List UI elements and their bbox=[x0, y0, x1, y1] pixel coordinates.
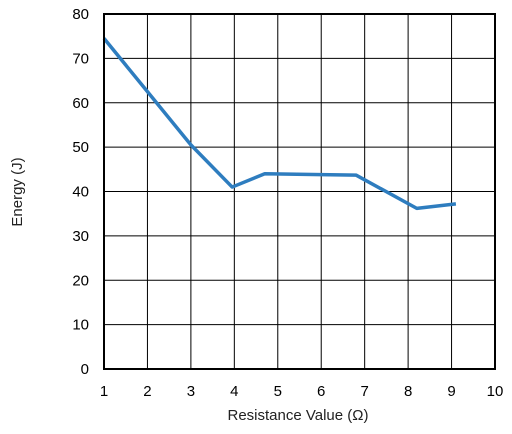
x-tick-label: 10 bbox=[487, 383, 504, 400]
x-tick-label: 7 bbox=[360, 383, 368, 400]
y-tick-label: 30 bbox=[72, 228, 89, 245]
y-tick-label: 40 bbox=[72, 184, 89, 201]
x-tick-label: 3 bbox=[187, 383, 195, 400]
x-tick-label: 8 bbox=[404, 383, 412, 400]
x-tick-label: 2 bbox=[143, 383, 151, 400]
y-tick-label: 10 bbox=[72, 317, 89, 334]
y-tick-label: 80 bbox=[72, 6, 89, 23]
y-axis: 0 10 20 30 40 50 60 70 80 bbox=[72, 6, 89, 378]
grid bbox=[103, 13, 496, 370]
series-layer bbox=[102, 37, 457, 211]
y-tick-label: 0 bbox=[81, 361, 89, 378]
x-tick-label: 5 bbox=[274, 383, 282, 400]
x-axis-label: Resistance Value (Ω) bbox=[228, 407, 369, 424]
y-tick-label: 70 bbox=[72, 50, 89, 67]
x-tick-label: 1 bbox=[100, 383, 108, 400]
y-axis-label: Energy (J) bbox=[9, 157, 26, 226]
y-tick-label: 60 bbox=[72, 95, 89, 112]
x-tick-label: 9 bbox=[447, 383, 455, 400]
x-axis: 1 2 3 4 5 6 7 8 9 10 bbox=[100, 383, 504, 400]
y-tick-label: 50 bbox=[72, 139, 89, 156]
x-tick-label: 4 bbox=[230, 383, 238, 400]
plot-frame bbox=[103, 13, 496, 370]
series-line bbox=[102, 37, 457, 211]
y-tick-label: 20 bbox=[72, 272, 89, 289]
x-tick-label: 6 bbox=[317, 383, 325, 400]
